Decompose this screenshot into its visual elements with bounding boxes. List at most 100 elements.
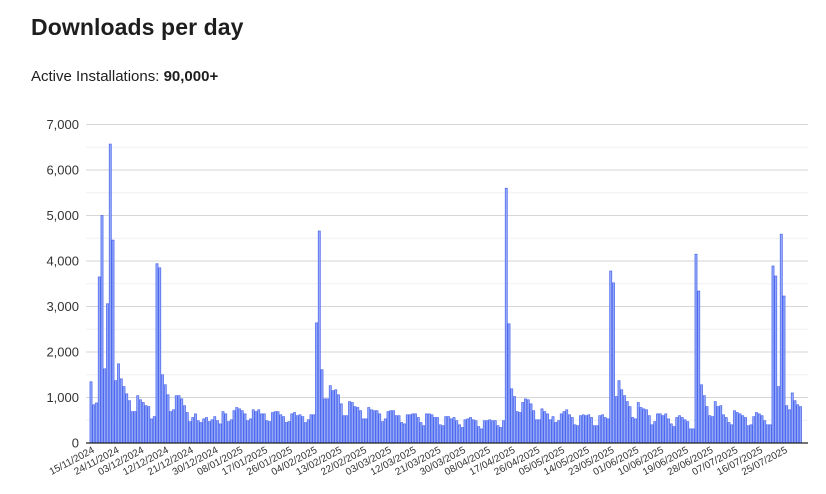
bar bbox=[617, 380, 621, 444]
bar bbox=[672, 426, 676, 444]
bar bbox=[576, 425, 580, 444]
bar bbox=[763, 420, 767, 444]
bar bbox=[441, 425, 445, 444]
bar bbox=[546, 413, 549, 444]
bar bbox=[474, 420, 478, 444]
bar bbox=[334, 389, 338, 444]
bar bbox=[144, 405, 148, 444]
bar bbox=[95, 402, 98, 444]
bar bbox=[735, 412, 739, 444]
bar bbox=[667, 418, 670, 444]
bar bbox=[128, 400, 131, 444]
bar bbox=[647, 415, 651, 444]
bar bbox=[507, 323, 511, 444]
bar bbox=[169, 411, 173, 444]
bar bbox=[172, 409, 175, 444]
bar bbox=[111, 239, 115, 444]
y-tick-label: 1,000 bbox=[46, 390, 79, 405]
bar bbox=[279, 414, 283, 444]
bar bbox=[331, 390, 335, 444]
bar bbox=[108, 143, 112, 444]
bar bbox=[504, 187, 508, 444]
bar bbox=[623, 395, 626, 444]
bar bbox=[238, 408, 241, 444]
bar bbox=[405, 414, 409, 444]
bar bbox=[499, 427, 503, 444]
bar bbox=[394, 415, 398, 444]
bar bbox=[537, 419, 541, 444]
active-installations: Active Installations: 90,000+ bbox=[31, 68, 218, 85]
y-tick-label: 7,000 bbox=[46, 117, 79, 132]
bar bbox=[482, 420, 486, 444]
bar bbox=[540, 408, 544, 444]
bar bbox=[557, 420, 560, 444]
bar bbox=[697, 290, 701, 444]
bar bbox=[133, 411, 137, 444]
bar bbox=[240, 410, 244, 444]
bar bbox=[463, 419, 467, 444]
bar bbox=[348, 401, 351, 444]
bar bbox=[221, 411, 225, 444]
bar bbox=[694, 253, 698, 444]
bar bbox=[125, 393, 129, 444]
bar bbox=[788, 409, 791, 444]
bar bbox=[636, 402, 640, 444]
bar bbox=[581, 414, 585, 444]
bar bbox=[592, 425, 596, 444]
bar bbox=[452, 417, 456, 444]
bar bbox=[658, 413, 662, 444]
x-axis-ticks: 15/11/202424/11/202403/12/202412/12/2024… bbox=[48, 445, 790, 478]
bar bbox=[386, 411, 390, 444]
bar bbox=[158, 267, 162, 444]
bar bbox=[702, 395, 706, 444]
bar bbox=[174, 395, 178, 444]
bar bbox=[375, 410, 379, 444]
bar bbox=[653, 421, 657, 444]
bar bbox=[738, 413, 742, 444]
bar bbox=[400, 422, 404, 444]
bar bbox=[202, 418, 206, 444]
bar bbox=[268, 421, 272, 444]
bar bbox=[603, 417, 607, 444]
bar bbox=[150, 418, 153, 444]
bar bbox=[713, 401, 717, 444]
bar bbox=[425, 413, 428, 444]
bar bbox=[397, 415, 401, 444]
bar bbox=[570, 417, 574, 444]
bar bbox=[532, 410, 536, 444]
y-tick-label: 2,000 bbox=[46, 345, 79, 360]
bar bbox=[513, 396, 516, 444]
bar bbox=[568, 414, 571, 444]
bar bbox=[485, 420, 489, 444]
bar bbox=[304, 422, 307, 444]
bar bbox=[645, 409, 648, 444]
bar bbox=[353, 406, 357, 444]
bar bbox=[716, 406, 720, 444]
bar bbox=[403, 423, 406, 444]
bar bbox=[383, 418, 387, 444]
bar bbox=[122, 386, 126, 444]
bar bbox=[510, 388, 514, 444]
bar bbox=[260, 413, 263, 444]
bar bbox=[312, 414, 316, 444]
bar bbox=[579, 415, 582, 444]
bar bbox=[722, 414, 725, 444]
page-title: Downloads per day bbox=[31, 14, 244, 40]
bar bbox=[89, 381, 93, 444]
bar bbox=[543, 411, 547, 444]
gridlines bbox=[86, 124, 808, 421]
bar bbox=[103, 368, 107, 444]
bar bbox=[196, 420, 200, 444]
bar bbox=[449, 418, 453, 444]
bar bbox=[584, 415, 588, 444]
bar bbox=[317, 230, 321, 444]
y-tick-label: 0 bbox=[72, 436, 79, 451]
bar bbox=[392, 410, 395, 444]
bar bbox=[554, 422, 558, 444]
bar bbox=[664, 413, 668, 444]
bar bbox=[469, 417, 472, 444]
bar bbox=[777, 386, 780, 444]
bars bbox=[89, 143, 802, 444]
bar bbox=[326, 398, 329, 444]
bar bbox=[422, 425, 426, 444]
